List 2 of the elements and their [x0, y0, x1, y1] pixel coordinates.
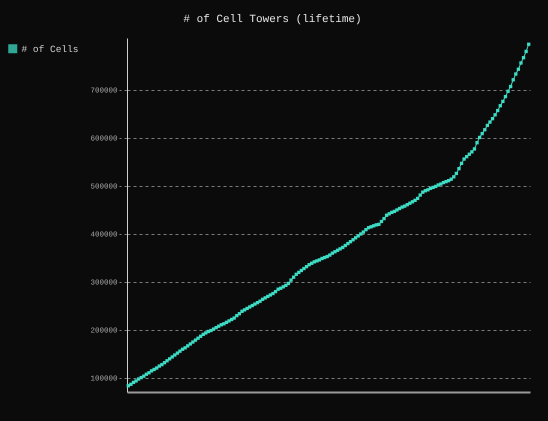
chart-title: # of Cell Towers (lifetime)	[183, 14, 362, 26]
legend-label: # of Cells	[22, 44, 79, 55]
